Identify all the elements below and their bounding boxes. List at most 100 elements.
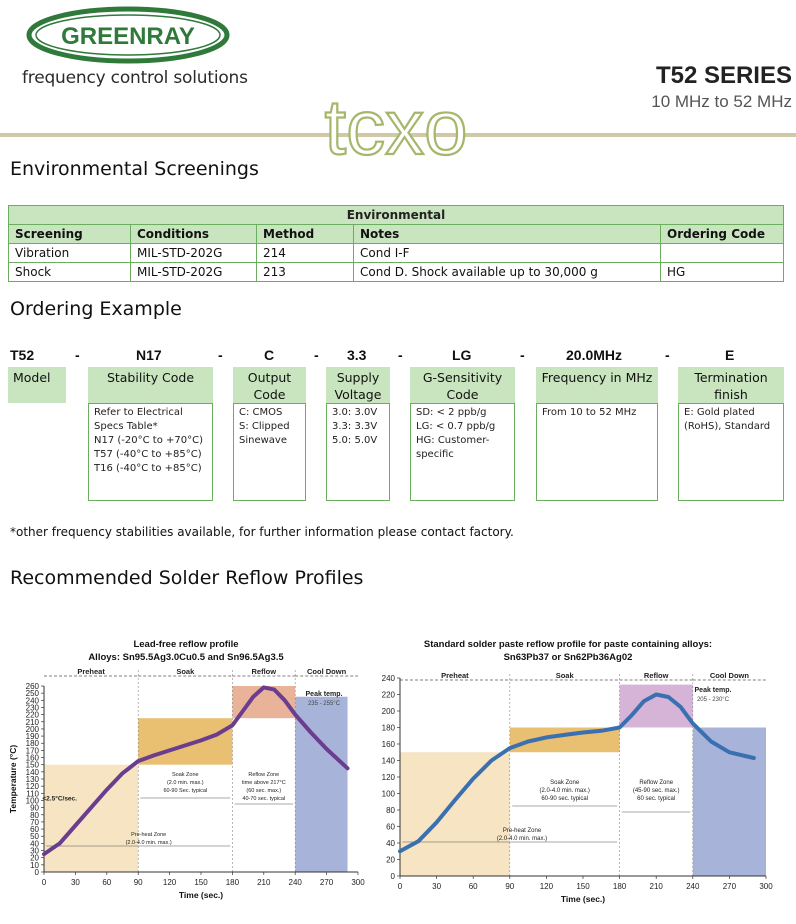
x-tick-label: 0	[398, 882, 403, 891]
y-tick-label: 220	[26, 711, 40, 720]
peak-range: 205 - 230°C	[697, 697, 730, 703]
y-tick-label: 160	[26, 754, 40, 763]
temperature-curve	[42, 685, 350, 857]
code-dash: -	[665, 347, 670, 363]
table-row: Vibration MIL-STD-202G 214 Cond I-F	[8, 243, 784, 263]
y-tick-label: 60	[30, 825, 39, 834]
y-tick-label: 40	[386, 839, 395, 848]
footnote: *other frequency stabilities available, …	[10, 525, 514, 539]
table-cell	[660, 243, 784, 263]
code-dash: -	[314, 347, 319, 363]
code-dash: -	[398, 347, 403, 363]
y-tick-label: 130	[26, 775, 40, 784]
x-tick-label: 270	[723, 882, 737, 891]
reflow-chart-standard: Standard solder paste reflow profile for…	[382, 639, 774, 904]
reflow-chart-lead-free: Lead-free reflow profile Alloys: Sn95.5Ag…	[8, 639, 365, 900]
label-model: Model	[8, 367, 66, 403]
ramp-label: <2.5°C/sec.	[42, 794, 77, 802]
reflow-zone-label: time above 217°C	[242, 780, 286, 786]
y-tick-label: 90	[30, 804, 39, 813]
phase-label: Preheat	[441, 671, 469, 680]
x-tick-label: 90	[505, 882, 514, 891]
details-gsensitivity: SD: < 2 ppb/g LG: < 0.7 ppb/g HG: Custom…	[410, 403, 515, 501]
y-tick-label: 180	[26, 739, 40, 748]
code-stability: N17	[136, 347, 162, 363]
table-cell: MIL-STD-202G	[130, 262, 257, 282]
reflow-section-title: Recommended Solder Reflow Profiles	[10, 567, 364, 589]
y-tick-label: 150	[26, 761, 40, 770]
x-tick-label: 210	[257, 878, 271, 887]
env-section-title: Environmental Screenings	[10, 158, 259, 180]
preheat-zone-label: Pre-heat Zone	[131, 832, 166, 838]
series-title: T52 SERIES	[655, 62, 792, 89]
product-type-wordmark: tcxo	[324, 86, 467, 166]
column-header: Notes	[353, 224, 661, 244]
y-tick-label: 60	[386, 823, 395, 832]
x-tick-label: 240	[686, 882, 700, 891]
y-tick-label: 50	[30, 832, 39, 841]
y-tick-label: 40	[30, 839, 39, 848]
table-cell: Cond I-F	[353, 243, 661, 263]
y-tick-label: 190	[26, 732, 40, 741]
y-tick-label: 240	[26, 696, 40, 705]
code-output: C	[264, 347, 275, 363]
x-axis-label: Time (sec.)	[561, 894, 605, 904]
preheat-zone	[44, 764, 139, 872]
table-cell: 213	[256, 262, 354, 282]
details-voltage: 3.0: 3.0V 3.3: 3.3V 5.0: 5.0V	[326, 403, 390, 501]
label-voltage: Supply Voltage	[326, 367, 390, 403]
x-tick-label: 0	[42, 878, 47, 887]
ordering-section-title: Ordering Example	[10, 298, 182, 320]
label-frequency: Frequency in MHz	[536, 367, 658, 403]
phase-label: Soak	[176, 667, 195, 676]
x-tick-label: 90	[134, 878, 143, 887]
table-cell: 214	[256, 243, 354, 263]
label-stability: Stability Code	[88, 367, 213, 403]
environmental-table: Environmental Screening Conditions Metho…	[8, 205, 784, 282]
greenray-logo: GREENRAY	[26, 6, 230, 64]
y-tick-label: 250	[26, 689, 40, 698]
x-tick-label: 150	[194, 878, 208, 887]
y-tick-label: 80	[386, 806, 395, 815]
x-tick-label: 210	[650, 882, 664, 891]
reflow-zone-label: (60 sec. max.)	[246, 788, 281, 794]
y-tick-label: 210	[26, 718, 40, 727]
soak-zone-label: 60-90 Sec. typical	[163, 788, 207, 794]
phase-label: Preheat	[77, 667, 105, 676]
soak-zone-label: (2.0-4.0 min. max.)	[540, 788, 590, 794]
y-tick-label: 180	[382, 724, 396, 733]
y-tick-label: 30	[30, 847, 39, 856]
x-tick-label: 120	[540, 882, 554, 891]
column-header: Ordering Code	[660, 224, 784, 244]
table-cell: Vibration	[8, 243, 131, 263]
code-dash: -	[520, 347, 525, 363]
x-tick-label: 150	[576, 882, 590, 891]
reflow-zone-label: Reflow Zone	[248, 772, 279, 778]
y-tick-label: 240	[382, 674, 396, 683]
x-tick-label: 180	[613, 882, 627, 891]
x-tick-label: 240	[289, 878, 303, 887]
brand-name: GREENRAY	[61, 23, 195, 50]
cooldown-zone	[692, 727, 766, 876]
label-gsensitivity: G-Sensitivity Code	[410, 367, 515, 403]
y-tick-label: 170	[26, 746, 40, 755]
table-cell: Shock	[8, 262, 131, 282]
preheat-zone	[400, 752, 510, 876]
code-frequency: 20.0MHz	[566, 347, 623, 363]
y-tick-label: 110	[26, 789, 39, 798]
y-tick-label: 220	[382, 691, 396, 700]
table-row: Shock MIL-STD-202G 213 Cond D. Shock ava…	[8, 262, 784, 282]
soak-zone-label: 60-90 sec. typical	[541, 796, 588, 802]
y-tick-label: 260	[26, 682, 40, 691]
preheat-zone-label: (2.0-4.0 min. max.)	[497, 836, 547, 842]
soak-zone-label: Soak Zone	[172, 772, 199, 778]
x-tick-label: 270	[320, 878, 334, 887]
table-cell: Cond D. Shock available up to 30,000 g	[353, 262, 661, 282]
preheat-zone-label: (2.0-4.0 min. max.)	[126, 840, 172, 846]
code-termination: E	[725, 347, 735, 363]
y-tick-label: 0	[391, 872, 396, 881]
y-axis-label: Temperature (°C)	[8, 745, 18, 814]
x-tick-label: 300	[351, 878, 365, 887]
y-tick-label: 140	[382, 757, 396, 766]
x-tick-label: 60	[469, 882, 478, 891]
